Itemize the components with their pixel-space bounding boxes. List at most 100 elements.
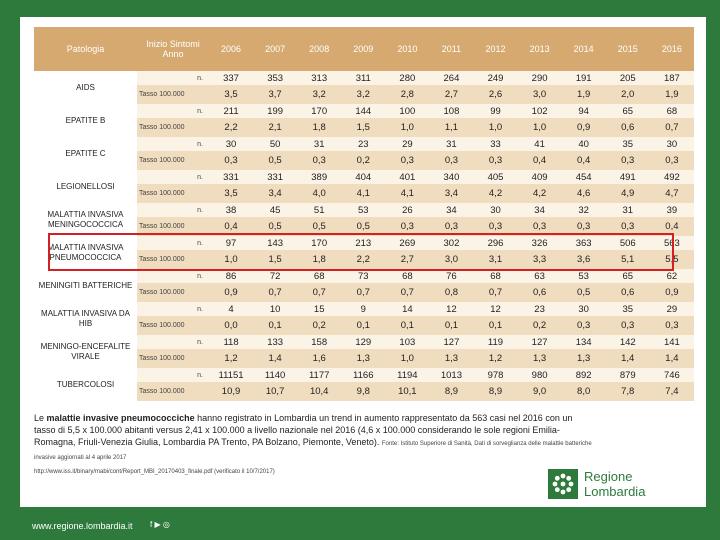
- cell-count: 746: [650, 368, 694, 382]
- cell-count: 102: [518, 104, 562, 118]
- cell-rate: 2,1: [253, 118, 297, 137]
- cell-count: 1194: [385, 368, 429, 382]
- table-row: MALATTIA INVASIVA DA HIB n. 4 10 15 9 14 12 12 23…: [34, 302, 694, 316]
- social-icons[interactable]: f ▶ ◎: [150, 520, 170, 529]
- source-link[interactable]: http://www.iss.it/binary/mabi/cont/Repor…: [34, 469, 212, 475]
- cell-count: 205: [606, 71, 650, 85]
- table-row: EPATITE Cn. 30 50 31 23 29 31 33 41 40 35 30: [34, 137, 694, 151]
- cell-count: 492: [650, 170, 694, 184]
- disease-name: MALATTIA INVASIVA PNEUMOCOCCICA: [34, 236, 137, 269]
- table-body: AIDS n. 337 353 313 311 280 264 249 290 191 205 187 T…: [34, 71, 694, 401]
- cell-count: 269: [385, 236, 429, 250]
- cell-count: 68: [385, 269, 429, 283]
- header-year: 2012: [473, 27, 517, 71]
- row-label-tasso: Tasso 100.000: [137, 217, 209, 236]
- table-row: MENINGITI BATTERICHE n. 86 72 68 73 68 76 68 63 53…: [34, 269, 694, 283]
- cell-count: 199: [253, 104, 297, 118]
- cell-rate: 0,3: [562, 217, 606, 236]
- cell-count: 100: [385, 104, 429, 118]
- cell-rate: 0,9: [562, 118, 606, 137]
- row-label-tasso: Tasso 100.000: [137, 349, 209, 368]
- cell-count: 211: [209, 104, 253, 118]
- disease-name: MENINGO-ENCEFALITE VIRALE: [34, 335, 137, 368]
- cell-rate: 3,2: [297, 85, 341, 104]
- cell-rate: 0,3: [429, 217, 473, 236]
- cell-rate: 1,9: [650, 85, 694, 104]
- cell-rate: 4,2: [518, 184, 562, 203]
- cell-count: 213: [341, 236, 385, 250]
- verified-text: (verificato il 10/7/2017): [214, 469, 275, 475]
- cell-rate: 0,3: [385, 151, 429, 170]
- header-year: 2015: [606, 27, 650, 71]
- cell-rate: 0,7: [385, 283, 429, 302]
- cell-count: 30: [562, 302, 606, 316]
- cell-rate: 9,8: [341, 382, 385, 401]
- cell-rate: 0,3: [429, 151, 473, 170]
- cell-count: 68: [297, 269, 341, 283]
- cell-rate: 0,7: [341, 283, 385, 302]
- cell-count: 144: [341, 104, 385, 118]
- row-label-n: n.: [137, 236, 209, 250]
- cell-count: 40: [562, 137, 606, 151]
- cell-count: 191: [562, 71, 606, 85]
- cell-rate: 2,2: [209, 118, 253, 137]
- cell-rate: 4,6: [562, 184, 606, 203]
- cell-count: 311: [341, 71, 385, 85]
- cell-rate: 8,9: [429, 382, 473, 401]
- disease-name: MALATTIA INVASIVA MENINGOCOCCICA: [34, 203, 137, 236]
- cell-count: 290: [518, 71, 562, 85]
- footer-url[interactable]: www.regione.lombardia.it: [32, 521, 133, 531]
- cell-count: 326: [518, 236, 562, 250]
- cell-count: 170: [297, 104, 341, 118]
- cell-rate: 5,5: [650, 250, 694, 269]
- cell-rate: 0,3: [562, 316, 606, 335]
- cell-rate: 3,5: [209, 184, 253, 203]
- cell-count: 133: [253, 335, 297, 349]
- cell-count: 53: [341, 203, 385, 217]
- cell-rate: 1,5: [341, 118, 385, 137]
- cell-rate: 0,3: [473, 151, 517, 170]
- cell-count: 12: [473, 302, 517, 316]
- logo-line2: Lombardia: [584, 484, 645, 499]
- table-row: AIDS n. 337 353 313 311 280 264 249 290 191 205 187: [34, 71, 694, 85]
- table-row: MALATTIA INVASIVA MENINGOCOCCICA n. 38 45 51…: [34, 203, 694, 217]
- cell-rate: 0,3: [650, 316, 694, 335]
- row-label-tasso: Tasso 100.000: [137, 316, 209, 335]
- cell-rate: 1,9: [562, 85, 606, 104]
- cell-count: 313: [297, 71, 341, 85]
- cell-count: 170: [297, 236, 341, 250]
- header-patologia: Patologia: [34, 27, 137, 71]
- cell-count: 1177: [297, 368, 341, 382]
- row-label-tasso: Tasso 100.000: [137, 184, 209, 203]
- cell-rate: 0,9: [650, 283, 694, 302]
- cell-rate: 2,2: [341, 250, 385, 269]
- cell-count: 32: [562, 203, 606, 217]
- disease-name: AIDS: [34, 71, 137, 104]
- cell-rate: 3,4: [429, 184, 473, 203]
- cell-rate: 0,4: [518, 151, 562, 170]
- cell-rate: 4,1: [385, 184, 429, 203]
- cell-rate: 9,0: [518, 382, 562, 401]
- cell-rate: 1,4: [253, 349, 297, 368]
- cell-count: 15: [297, 302, 341, 316]
- cell-count: 892: [562, 368, 606, 382]
- cell-rate: 10,7: [253, 382, 297, 401]
- cell-rate: 0,4: [209, 217, 253, 236]
- cell-rate: 0,4: [562, 151, 606, 170]
- cell-rate: 0,8: [429, 283, 473, 302]
- cell-rate: 1,0: [473, 118, 517, 137]
- cell-count: 108: [429, 104, 473, 118]
- cell-rate: 10,9: [209, 382, 253, 401]
- cell-count: 35: [606, 302, 650, 316]
- cell-rate: 1,1: [429, 118, 473, 137]
- cell-count: 10: [253, 302, 297, 316]
- cell-count: 30: [650, 137, 694, 151]
- table-row: EPATITE Bn. 211 199 170 144 100 108 99 102 94 65 68: [34, 104, 694, 118]
- row-label-n: n.: [137, 71, 209, 85]
- cell-rate: 0,5: [253, 217, 297, 236]
- cell-rate: 3,5: [209, 85, 253, 104]
- cell-count: 879: [606, 368, 650, 382]
- cell-count: 129: [341, 335, 385, 349]
- cell-rate: 0,5: [297, 217, 341, 236]
- cell-rate: 1,4: [650, 349, 694, 368]
